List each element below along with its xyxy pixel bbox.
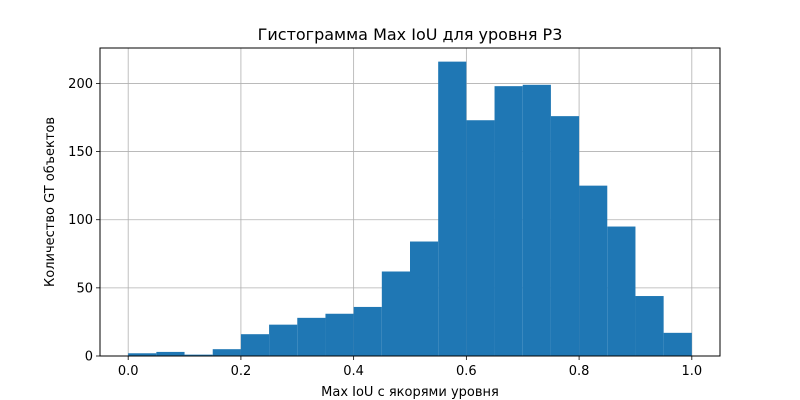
x-axis-label: Max IoU с якорями уровня — [321, 385, 499, 400]
histogram-bar — [240, 334, 270, 356]
histogram-bar — [663, 332, 692, 356]
histogram-bar — [466, 120, 495, 356]
y-axis-label: Количество GT объектов — [43, 117, 58, 287]
y-tick-label: 0 — [85, 350, 93, 365]
y-axis-ticks: 0 50 100 150 200 — [68, 77, 100, 365]
y-tick-label: 150 — [68, 145, 93, 160]
plot-frame — [99, 47, 721, 357]
x-tick-label: 0.2 — [231, 364, 252, 379]
x-tick-label: 0.4 — [343, 364, 364, 379]
chart-title: Гистограмма Max IoU для уровня P3 — [258, 25, 563, 44]
histogram-bar — [635, 296, 664, 356]
histogram-bar — [550, 116, 580, 356]
histogram-bar — [156, 351, 185, 356]
x-axis-ticks: 0.0 0.2 0.4 0.6 0.8 1.0 — [118, 356, 702, 379]
x-tick-label: 0.8 — [569, 364, 590, 379]
histogram-bar — [269, 324, 298, 356]
histogram-bar — [438, 61, 467, 356]
y-tick-label: 100 — [68, 213, 93, 228]
histogram-bar — [353, 306, 382, 356]
histogram-bar — [607, 226, 636, 356]
histogram-bar — [128, 353, 157, 356]
histogram-bar — [579, 185, 608, 356]
x-tick-label: 0.6 — [456, 364, 477, 379]
histogram-bar — [410, 241, 439, 356]
x-tick-label: 1.0 — [681, 364, 702, 379]
histogram-bars — [128, 61, 692, 357]
histogram-bar — [297, 317, 326, 356]
y-tick-label: 200 — [68, 77, 93, 92]
histogram-bar — [212, 349, 241, 356]
histogram-bar — [325, 313, 354, 356]
histogram-bar — [184, 354, 213, 356]
y-tick-label: 50 — [76, 281, 93, 296]
histogram-bar — [494, 86, 523, 356]
x-tick-label: 0.0 — [118, 364, 139, 379]
histogram-bar — [381, 271, 410, 356]
histogram-bar — [522, 84, 551, 357]
